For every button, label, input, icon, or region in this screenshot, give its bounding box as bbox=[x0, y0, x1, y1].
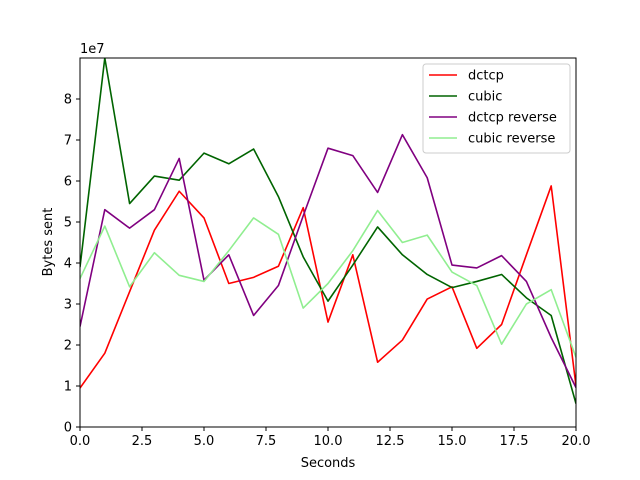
x-tick-label: 17.5 bbox=[500, 434, 529, 449]
legend-label: dctcp bbox=[468, 69, 504, 84]
x-tick-label: 20.0 bbox=[562, 434, 591, 449]
x-tick-label: 2.5 bbox=[132, 434, 153, 449]
y-tick-label: 0 bbox=[64, 421, 72, 436]
series-line-4 bbox=[80, 209, 576, 358]
x-axis-title: Seconds bbox=[301, 456, 356, 471]
x-tick-label: 15.0 bbox=[438, 434, 467, 449]
series-line-1 bbox=[80, 185, 576, 389]
series-line-3 bbox=[80, 133, 576, 388]
y-tick-label: 3 bbox=[64, 298, 72, 313]
legend-box bbox=[422, 63, 571, 154]
y-tick-label: 2 bbox=[64, 339, 72, 354]
legend: dctcp cubic dctcp reverse cubic reverse bbox=[422, 63, 571, 154]
y-tick-label: 8 bbox=[64, 93, 72, 108]
y-tick-label: 7 bbox=[64, 134, 72, 149]
x-tick-label: 0.0 bbox=[70, 434, 91, 449]
legend-label: dctcp reverse bbox=[468, 111, 557, 126]
series-layer bbox=[80, 58, 576, 404]
x-tick-label: 10.0 bbox=[314, 434, 343, 449]
y-axis-title: Bytes sent bbox=[41, 208, 56, 277]
x-axis: 0.0 2.5 5.0 7.5 10.0 12.5 15.0 17.5 20.0 bbox=[70, 427, 591, 449]
y-tick-label: 5 bbox=[64, 216, 72, 231]
y-scale-label: 1e7 bbox=[80, 42, 105, 57]
series-line-2 bbox=[80, 58, 576, 404]
x-tick-label: 7.5 bbox=[256, 434, 277, 449]
legend-label: cubic reverse bbox=[468, 132, 555, 147]
y-tick-label: 1 bbox=[64, 380, 72, 395]
x-tick-label: 5.0 bbox=[194, 434, 215, 449]
y-axis: 0 1 2 3 4 5 6 7 8 bbox=[64, 93, 80, 436]
x-tick-label: 12.5 bbox=[376, 434, 405, 449]
y-tick-label: 6 bbox=[64, 175, 72, 190]
legend-label: cubic bbox=[468, 90, 502, 105]
y-tick-label: 4 bbox=[64, 257, 72, 272]
